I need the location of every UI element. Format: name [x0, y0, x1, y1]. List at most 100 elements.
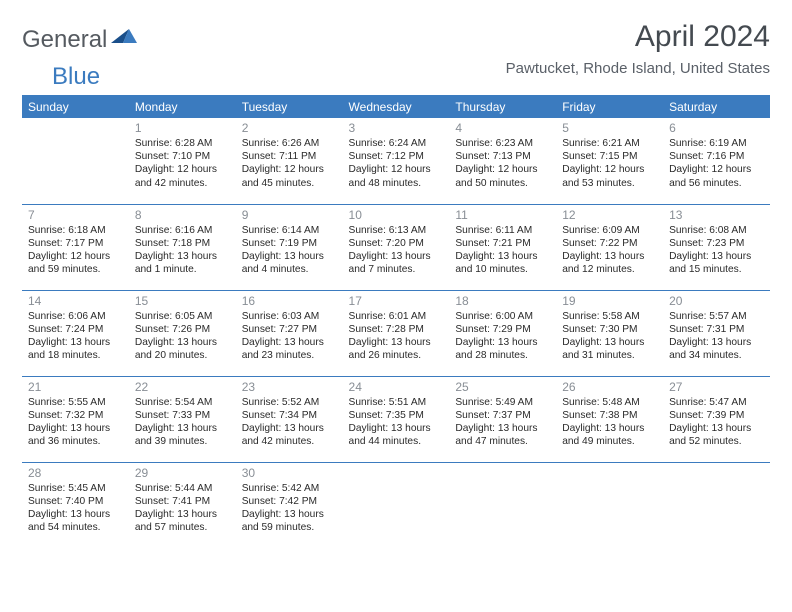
calendar-week-row: 7Sunrise: 6:18 AMSunset: 7:17 PMDaylight… [22, 204, 770, 290]
day-number: 12 [562, 208, 657, 223]
calendar-cell: 20Sunrise: 5:57 AMSunset: 7:31 PMDayligh… [663, 290, 770, 376]
day-details: Sunrise: 6:21 AMSunset: 7:15 PMDaylight:… [562, 137, 657, 189]
calendar-page: General April 2024 Pawtucket, Rhode Isla… [0, 0, 792, 554]
day-details: Sunrise: 6:13 AMSunset: 7:20 PMDaylight:… [349, 224, 444, 276]
calendar-cell: 15Sunrise: 6:05 AMSunset: 7:26 PMDayligh… [129, 290, 236, 376]
day-details: Sunrise: 6:19 AMSunset: 7:16 PMDaylight:… [669, 137, 764, 189]
day-details: Sunrise: 6:09 AMSunset: 7:22 PMDaylight:… [562, 224, 657, 276]
calendar-cell: 4Sunrise: 6:23 AMSunset: 7:13 PMDaylight… [449, 118, 556, 204]
day-number: 27 [669, 380, 764, 395]
day-details: Sunrise: 5:51 AMSunset: 7:35 PMDaylight:… [349, 396, 444, 448]
day-number: 29 [135, 466, 230, 481]
day-number: 30 [242, 466, 337, 481]
day-details: Sunrise: 5:54 AMSunset: 7:33 PMDaylight:… [135, 396, 230, 448]
day-number: 22 [135, 380, 230, 395]
day-number: 28 [28, 466, 123, 481]
day-header-thursday: Thursday [449, 95, 556, 118]
calendar-cell: 6Sunrise: 6:19 AMSunset: 7:16 PMDaylight… [663, 118, 770, 204]
title-block: April 2024 Pawtucket, Rhode Island, Unit… [506, 20, 770, 81]
day-number: 23 [242, 380, 337, 395]
logo-flag-icon [111, 26, 137, 54]
location-text: Pawtucket, Rhode Island, United States [506, 60, 770, 77]
calendar-cell: 1Sunrise: 6:28 AMSunset: 7:10 PMDaylight… [129, 118, 236, 204]
day-details: Sunrise: 6:01 AMSunset: 7:28 PMDaylight:… [349, 310, 444, 362]
calendar-cell: 26Sunrise: 5:48 AMSunset: 7:38 PMDayligh… [556, 376, 663, 462]
calendar-table: SundayMondayTuesdayWednesdayThursdayFrid… [22, 95, 770, 544]
calendar-cell: 11Sunrise: 6:11 AMSunset: 7:21 PMDayligh… [449, 204, 556, 290]
day-number: 8 [135, 208, 230, 223]
calendar-cell: 25Sunrise: 5:49 AMSunset: 7:37 PMDayligh… [449, 376, 556, 462]
calendar-cell [22, 118, 129, 204]
day-details: Sunrise: 6:26 AMSunset: 7:11 PMDaylight:… [242, 137, 337, 189]
calendar-cell: 22Sunrise: 5:54 AMSunset: 7:33 PMDayligh… [129, 376, 236, 462]
day-details: Sunrise: 6:06 AMSunset: 7:24 PMDaylight:… [28, 310, 123, 362]
calendar-cell: 23Sunrise: 5:52 AMSunset: 7:34 PMDayligh… [236, 376, 343, 462]
day-number: 3 [349, 121, 444, 136]
day-details: Sunrise: 6:28 AMSunset: 7:10 PMDaylight:… [135, 137, 230, 189]
day-number: 7 [28, 208, 123, 223]
day-number: 4 [455, 121, 550, 136]
calendar-cell [343, 462, 450, 544]
day-details: Sunrise: 6:14 AMSunset: 7:19 PMDaylight:… [242, 224, 337, 276]
day-details: Sunrise: 6:05 AMSunset: 7:26 PMDaylight:… [135, 310, 230, 362]
day-header-tuesday: Tuesday [236, 95, 343, 118]
day-number: 15 [135, 294, 230, 309]
calendar-cell: 5Sunrise: 6:21 AMSunset: 7:15 PMDaylight… [556, 118, 663, 204]
calendar-header: SundayMondayTuesdayWednesdayThursdayFrid… [22, 95, 770, 118]
calendar-week-row: 14Sunrise: 6:06 AMSunset: 7:24 PMDayligh… [22, 290, 770, 376]
calendar-cell: 16Sunrise: 6:03 AMSunset: 7:27 PMDayligh… [236, 290, 343, 376]
calendar-cell: 10Sunrise: 6:13 AMSunset: 7:20 PMDayligh… [343, 204, 450, 290]
calendar-cell: 8Sunrise: 6:16 AMSunset: 7:18 PMDaylight… [129, 204, 236, 290]
day-details: Sunrise: 5:44 AMSunset: 7:41 PMDaylight:… [135, 482, 230, 534]
day-number: 20 [669, 294, 764, 309]
brand-logo: General [22, 20, 137, 54]
calendar-cell: 12Sunrise: 6:09 AMSunset: 7:22 PMDayligh… [556, 204, 663, 290]
day-number: 6 [669, 121, 764, 136]
header-row: General April 2024 Pawtucket, Rhode Isla… [22, 20, 770, 81]
day-number: 19 [562, 294, 657, 309]
day-details: Sunrise: 5:58 AMSunset: 7:30 PMDaylight:… [562, 310, 657, 362]
day-header-friday: Friday [556, 95, 663, 118]
day-header-sunday: Sunday [22, 95, 129, 118]
calendar-cell [449, 462, 556, 544]
day-number: 5 [562, 121, 657, 136]
day-number: 21 [28, 380, 123, 395]
day-number: 13 [669, 208, 764, 223]
calendar-cell [556, 462, 663, 544]
day-details: Sunrise: 5:49 AMSunset: 7:37 PMDaylight:… [455, 396, 550, 448]
calendar-cell: 27Sunrise: 5:47 AMSunset: 7:39 PMDayligh… [663, 376, 770, 462]
day-details: Sunrise: 6:23 AMSunset: 7:13 PMDaylight:… [455, 137, 550, 189]
day-number: 26 [562, 380, 657, 395]
day-number: 18 [455, 294, 550, 309]
calendar-cell [663, 462, 770, 544]
day-details: Sunrise: 6:08 AMSunset: 7:23 PMDaylight:… [669, 224, 764, 276]
calendar-week-row: 21Sunrise: 5:55 AMSunset: 7:32 PMDayligh… [22, 376, 770, 462]
calendar-cell: 30Sunrise: 5:42 AMSunset: 7:42 PMDayligh… [236, 462, 343, 544]
calendar-cell: 18Sunrise: 6:00 AMSunset: 7:29 PMDayligh… [449, 290, 556, 376]
calendar-cell: 9Sunrise: 6:14 AMSunset: 7:19 PMDaylight… [236, 204, 343, 290]
day-details: Sunrise: 5:47 AMSunset: 7:39 PMDaylight:… [669, 396, 764, 448]
day-number: 10 [349, 208, 444, 223]
calendar-week-row: 1Sunrise: 6:28 AMSunset: 7:10 PMDaylight… [22, 118, 770, 204]
day-details: Sunrise: 6:11 AMSunset: 7:21 PMDaylight:… [455, 224, 550, 276]
day-details: Sunrise: 6:24 AMSunset: 7:12 PMDaylight:… [349, 137, 444, 189]
day-details: Sunrise: 5:42 AMSunset: 7:42 PMDaylight:… [242, 482, 337, 534]
day-number: 16 [242, 294, 337, 309]
calendar-cell: 17Sunrise: 6:01 AMSunset: 7:28 PMDayligh… [343, 290, 450, 376]
day-details: Sunrise: 5:55 AMSunset: 7:32 PMDaylight:… [28, 396, 123, 448]
calendar-cell: 29Sunrise: 5:44 AMSunset: 7:41 PMDayligh… [129, 462, 236, 544]
day-number: 25 [455, 380, 550, 395]
month-title: April 2024 [506, 20, 770, 54]
day-header-saturday: Saturday [663, 95, 770, 118]
day-number: 2 [242, 121, 337, 136]
calendar-cell: 7Sunrise: 6:18 AMSunset: 7:17 PMDaylight… [22, 204, 129, 290]
calendar-cell: 19Sunrise: 5:58 AMSunset: 7:30 PMDayligh… [556, 290, 663, 376]
day-header-monday: Monday [129, 95, 236, 118]
day-details: Sunrise: 6:00 AMSunset: 7:29 PMDaylight:… [455, 310, 550, 362]
day-header-wednesday: Wednesday [343, 95, 450, 118]
logo-text-general: General [22, 26, 107, 54]
day-number: 24 [349, 380, 444, 395]
day-details: Sunrise: 5:52 AMSunset: 7:34 PMDaylight:… [242, 396, 337, 448]
day-details: Sunrise: 5:48 AMSunset: 7:38 PMDaylight:… [562, 396, 657, 448]
day-number: 14 [28, 294, 123, 309]
